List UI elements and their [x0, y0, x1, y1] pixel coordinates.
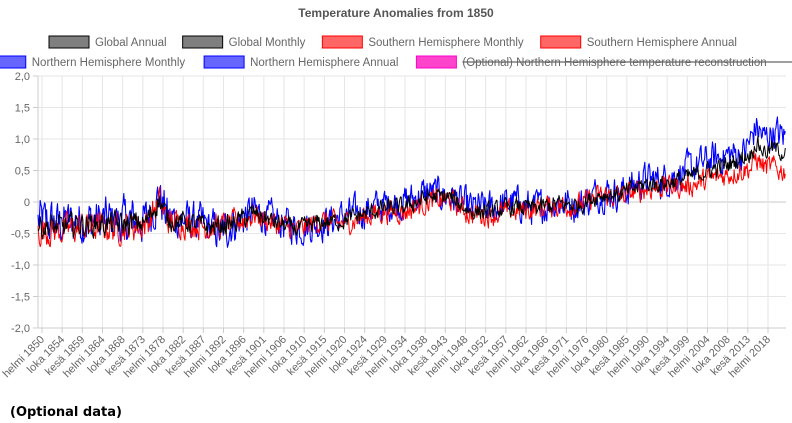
- legend-swatch: [182, 35, 224, 49]
- legend-item[interactable]: Northern Hemisphere Monthly: [0, 55, 186, 69]
- y-tick-label: -0,5: [11, 229, 30, 241]
- y-tick-label: 0: [24, 197, 30, 209]
- legend-swatch: [415, 55, 457, 69]
- y-tick-label: 0,5: [15, 166, 30, 178]
- series-line-southern: [37, 150, 786, 248]
- legend-item[interactable]: Global Annual: [48, 35, 167, 49]
- legend-swatch: [48, 35, 90, 49]
- legend-label: (Optional) Northern Hemisphere temperatu…: [462, 57, 766, 69]
- y-tick-label: 1,0: [15, 134, 30, 146]
- legend-item[interactable]: Southern Hemisphere Monthly: [321, 35, 524, 49]
- legend-label: Southern Hemisphere Monthly: [368, 37, 524, 49]
- legend-label: Global Monthly: [229, 37, 306, 49]
- plot-area: [37, 116, 786, 248]
- y-tick-label: -1,0: [11, 260, 30, 272]
- legend-item[interactable]: Southern Hemisphere Annual: [540, 35, 737, 49]
- legend-item[interactable]: Global Monthly: [182, 35, 306, 49]
- y-tick-label: -1,5: [11, 292, 30, 304]
- legend-label: Northern Hemisphere Annual: [250, 57, 398, 69]
- y-tick-label: -2,0: [11, 323, 30, 335]
- legend-item[interactable]: (Optional) Northern Hemisphere temperatu…: [415, 55, 792, 69]
- legend-swatch: [321, 35, 363, 49]
- legend-label: Northern Hemisphere Monthly: [32, 57, 186, 69]
- y-tick-label: 2,0: [15, 71, 30, 83]
- y-tick-label: 1,5: [15, 103, 30, 115]
- legend-swatch: [0, 55, 27, 69]
- legend-label: Southern Hemisphere Annual: [587, 37, 737, 49]
- legend-item[interactable]: Northern Hemisphere Annual: [203, 55, 398, 69]
- legend-swatch: [540, 35, 582, 49]
- y-axis: 2,0 1,5 1,0 0,5 0 -0,5 -1,0 -1,5 -2,0: [11, 71, 39, 335]
- legend: Global Annual Global Monthly Southern Hemi…: [0, 35, 792, 69]
- legend-swatch: [203, 55, 245, 69]
- optional-data-note: (Optional data): [10, 405, 122, 420]
- gridlines: [38, 75, 786, 329]
- chart-title: Temperature Anomalies from 1850: [298, 6, 494, 20]
- series-line-global: [37, 135, 786, 240]
- legend-label: Global Annual: [95, 37, 167, 49]
